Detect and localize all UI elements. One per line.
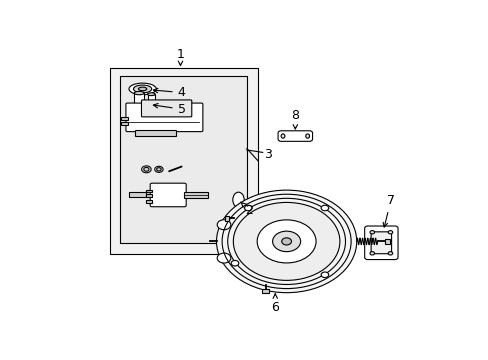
Circle shape <box>281 238 291 245</box>
Bar <box>145 190 152 192</box>
Ellipse shape <box>133 85 151 93</box>
FancyBboxPatch shape <box>370 232 391 254</box>
FancyBboxPatch shape <box>278 131 312 141</box>
Circle shape <box>217 220 230 230</box>
Ellipse shape <box>138 87 146 91</box>
Circle shape <box>233 202 339 280</box>
Text: 2: 2 <box>240 202 253 217</box>
Circle shape <box>217 253 230 263</box>
Circle shape <box>244 205 252 211</box>
Ellipse shape <box>142 166 151 173</box>
Bar <box>121 117 128 120</box>
Ellipse shape <box>147 93 155 96</box>
Ellipse shape <box>156 168 161 171</box>
Text: 1: 1 <box>176 48 184 66</box>
Circle shape <box>387 231 392 234</box>
Circle shape <box>216 190 356 293</box>
Bar <box>145 200 152 203</box>
FancyBboxPatch shape <box>141 100 191 117</box>
Ellipse shape <box>154 166 163 172</box>
Text: 7: 7 <box>383 194 394 227</box>
Bar <box>120 76 246 243</box>
Ellipse shape <box>134 91 144 95</box>
Circle shape <box>321 272 328 278</box>
Ellipse shape <box>232 192 244 207</box>
Ellipse shape <box>143 167 149 171</box>
Bar <box>121 122 128 125</box>
Ellipse shape <box>281 134 285 138</box>
Bar <box>184 192 207 198</box>
Bar <box>110 68 258 254</box>
Bar <box>262 289 268 293</box>
Circle shape <box>257 220 315 263</box>
Bar <box>147 94 155 103</box>
Text: 5: 5 <box>153 103 185 116</box>
Text: 6: 6 <box>271 294 279 314</box>
FancyBboxPatch shape <box>364 226 397 260</box>
Bar <box>385 239 389 244</box>
Bar <box>224 216 229 221</box>
Ellipse shape <box>305 134 309 138</box>
Ellipse shape <box>129 83 156 95</box>
Circle shape <box>321 205 328 211</box>
FancyBboxPatch shape <box>150 183 186 207</box>
Circle shape <box>272 231 300 252</box>
Circle shape <box>231 260 238 266</box>
Bar <box>135 130 175 135</box>
Bar <box>129 192 146 197</box>
Circle shape <box>369 252 374 255</box>
Bar <box>134 93 144 105</box>
Circle shape <box>369 231 374 234</box>
Text: 8: 8 <box>291 109 299 129</box>
FancyBboxPatch shape <box>126 103 203 132</box>
Text: 4: 4 <box>153 86 185 99</box>
Circle shape <box>387 252 392 255</box>
Bar <box>145 194 152 197</box>
Text: 3: 3 <box>264 148 271 161</box>
